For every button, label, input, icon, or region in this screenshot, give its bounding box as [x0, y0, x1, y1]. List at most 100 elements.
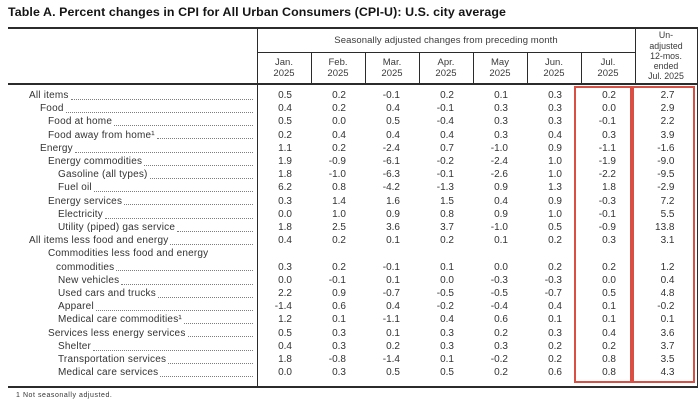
row-label: Services less energy services — [8, 326, 258, 340]
cell-month-value: -0.3 — [598, 195, 616, 207]
cell-month-value: 0.4 — [278, 235, 292, 247]
row-label-text: Apparel — [58, 301, 94, 313]
cell-month-value: -0.9 — [328, 156, 346, 168]
column-header-jun: Jun. 2025 — [526, 52, 581, 85]
table-row: Food at home 0.5 0.0 0.5 -0.4 0.3 0.3 -0.1 2.2 — [8, 115, 697, 129]
cell-month-value: 0.3 — [494, 116, 508, 128]
row-label: All items — [8, 84, 258, 103]
cell-month-value: 0.4 — [548, 129, 562, 141]
row-label-text: Fuel oil — [58, 182, 92, 194]
stub-header-cell — [8, 28, 258, 85]
row-label-text: Energy services — [48, 195, 123, 207]
dotted-leader — [65, 111, 253, 113]
cell-month-value: 0.5 — [278, 327, 292, 339]
row-label: New vehicles — [8, 273, 258, 288]
cell-month-value: 0.6 — [548, 367, 562, 379]
cell-month-value: 0.1 — [548, 314, 562, 326]
row-label: Medical care commodities¹ — [8, 313, 258, 327]
cell-month-value: -0.1 — [382, 90, 400, 101]
cell-month-value: 0.1 — [332, 314, 346, 326]
cell-month-value: -0.9 — [598, 222, 616, 234]
row-label-text: Transportation services — [58, 354, 167, 366]
row-label-text: Services less energy services — [48, 327, 186, 339]
cell-month-value: -2.6 — [490, 169, 508, 181]
row-label: Transportation services — [8, 353, 258, 367]
cell-month-value: 0.0 — [332, 116, 346, 128]
row-label-text: Food at home — [48, 116, 113, 128]
column-header-jul: Jul. 2025 — [580, 52, 635, 85]
cell-12mo-value: 4.8 — [660, 288, 675, 300]
dotted-leader — [114, 125, 253, 127]
table-row: Medical care commodities¹ 1.2 0.1 -1.1 0.4 0.… — [8, 313, 697, 327]
row-label-text: Commodities less food and energy — [48, 248, 209, 260]
cell-month-value: -1.4 — [274, 301, 292, 313]
row-label-text: All items — [29, 90, 69, 101]
cell-12mo-value: 13.8 — [655, 222, 675, 234]
cell-month-value: -0.2 — [436, 301, 454, 313]
cell-month-value: 0.3 — [494, 103, 508, 115]
row-label: Commodities less food and energy commodit… — [8, 247, 258, 274]
cell-month-value: 0.2 — [602, 90, 616, 101]
table-row: Shelter 0.4 0.3 0.2 0.3 0.3 0.2 0.2 3.7 — [8, 339, 697, 354]
cell-month-value: 3.7 — [440, 222, 454, 234]
table-row: Used cars and trucks 2.2 0.9 -0.7 -0.5 -0.5 -0… — [8, 287, 697, 301]
table-row: Medical care services 0.0 0.3 0.5 0.5 0.2 0.6 0… — [8, 366, 697, 388]
cell-month-value: -0.4 — [490, 301, 508, 313]
cell-month-value: 0.4 — [440, 314, 454, 326]
footnote: 1 Not seasonally adjusted. — [16, 392, 113, 399]
cell-month-value: 0.2 — [332, 103, 346, 115]
row-label: Food at home — [8, 115, 258, 129]
cell-month-value: 3.6 — [386, 222, 400, 234]
cell-month-value: 0.4 — [278, 103, 292, 115]
table-row: Food away from home¹ 0.2 0.4 0.4 0.4 0.3 0.4 0.… — [8, 128, 697, 142]
row-label-text: Gasoline (all types) — [58, 169, 148, 181]
cell-12mo-value: 3.7 — [660, 340, 675, 352]
cell-month-value: 0.3 — [440, 327, 454, 339]
column-header-apr: Apr. 2025 — [418, 52, 473, 85]
cell-month-value: 0.7 — [440, 142, 454, 154]
cell-month-value: 0.2 — [494, 367, 508, 379]
cell-month-value: 0.5 — [386, 367, 400, 379]
cell-month-value: 0.3 — [332, 367, 346, 379]
cell-month-value: 0.1 — [440, 354, 454, 366]
cell-month-value: 1.8 — [602, 182, 616, 194]
column-header-mar: Mar. 2025 — [364, 52, 419, 85]
cell-month-value: 1.6 — [386, 195, 400, 207]
column-header-feb: Feb. 2025 — [310, 52, 365, 85]
cell-12mo-value: 3.9 — [660, 129, 675, 141]
cell-month-value: 0.1 — [386, 274, 400, 286]
row-label: Energy — [8, 141, 258, 156]
table-row: Gasoline (all types) 1.8 -1.0 -6.3 -0.1 -2.6 1… — [8, 168, 697, 182]
cell-month-value: 0.2 — [602, 261, 616, 273]
cell-month-value: -4.2 — [382, 182, 400, 194]
cell-month-value: 0.2 — [386, 340, 400, 352]
cell-month-value: 0.3 — [278, 195, 292, 207]
cell-month-value: 0.5 — [602, 288, 616, 300]
cell-month-value: -0.1 — [328, 274, 346, 286]
cell-month-value: 0.0 — [278, 274, 292, 286]
cpi-table: Seasonally adjusted changes from precedi… — [8, 27, 698, 389]
cell-month-value: 0.2 — [332, 142, 346, 154]
cell-month-value: 0.6 — [332, 301, 346, 313]
cell-month-value: 0.3 — [440, 340, 454, 352]
table-row: Energy 1.1 0.2 -2.4 0.7 -1.0 0.9 -1.1 -1.6 — [8, 141, 697, 156]
cell-12mo-value: 2.9 — [660, 103, 675, 115]
cell-month-value: 0.2 — [602, 340, 616, 352]
cell-month-value: 1.0 — [332, 208, 346, 220]
table-row: New vehicles 0.0 -0.1 0.1 0.0 -0.3 -0.3 0.0 0.4 — [8, 273, 697, 288]
cell-month-value: -1.0 — [490, 142, 508, 154]
cell-month-value: -0.4 — [436, 116, 454, 128]
row-label-text: Energy commodities — [48, 156, 143, 168]
column-header-unadjusted-12mo: Un- adjusted 12-mos. ended Jul. 2025 — [634, 28, 697, 85]
cell-month-value: 1.8 — [278, 354, 292, 366]
row-label-text: Food away from home¹ — [48, 129, 155, 141]
cell-month-value: 0.1 — [602, 301, 616, 313]
cell-12mo-value: -1.6 — [657, 142, 675, 154]
cell-month-value: 0.0 — [278, 367, 292, 379]
cell-month-value: 0.4 — [494, 195, 508, 207]
table-row: Transportation services 1.8 -0.8 -1.4 0.1 -0.… — [8, 353, 697, 367]
cell-month-value: 0.8 — [602, 354, 616, 366]
cell-12mo-value: 3.5 — [660, 354, 675, 366]
cell-month-value: 1.0 — [548, 208, 562, 220]
cell-month-value: -2.2 — [598, 169, 616, 181]
